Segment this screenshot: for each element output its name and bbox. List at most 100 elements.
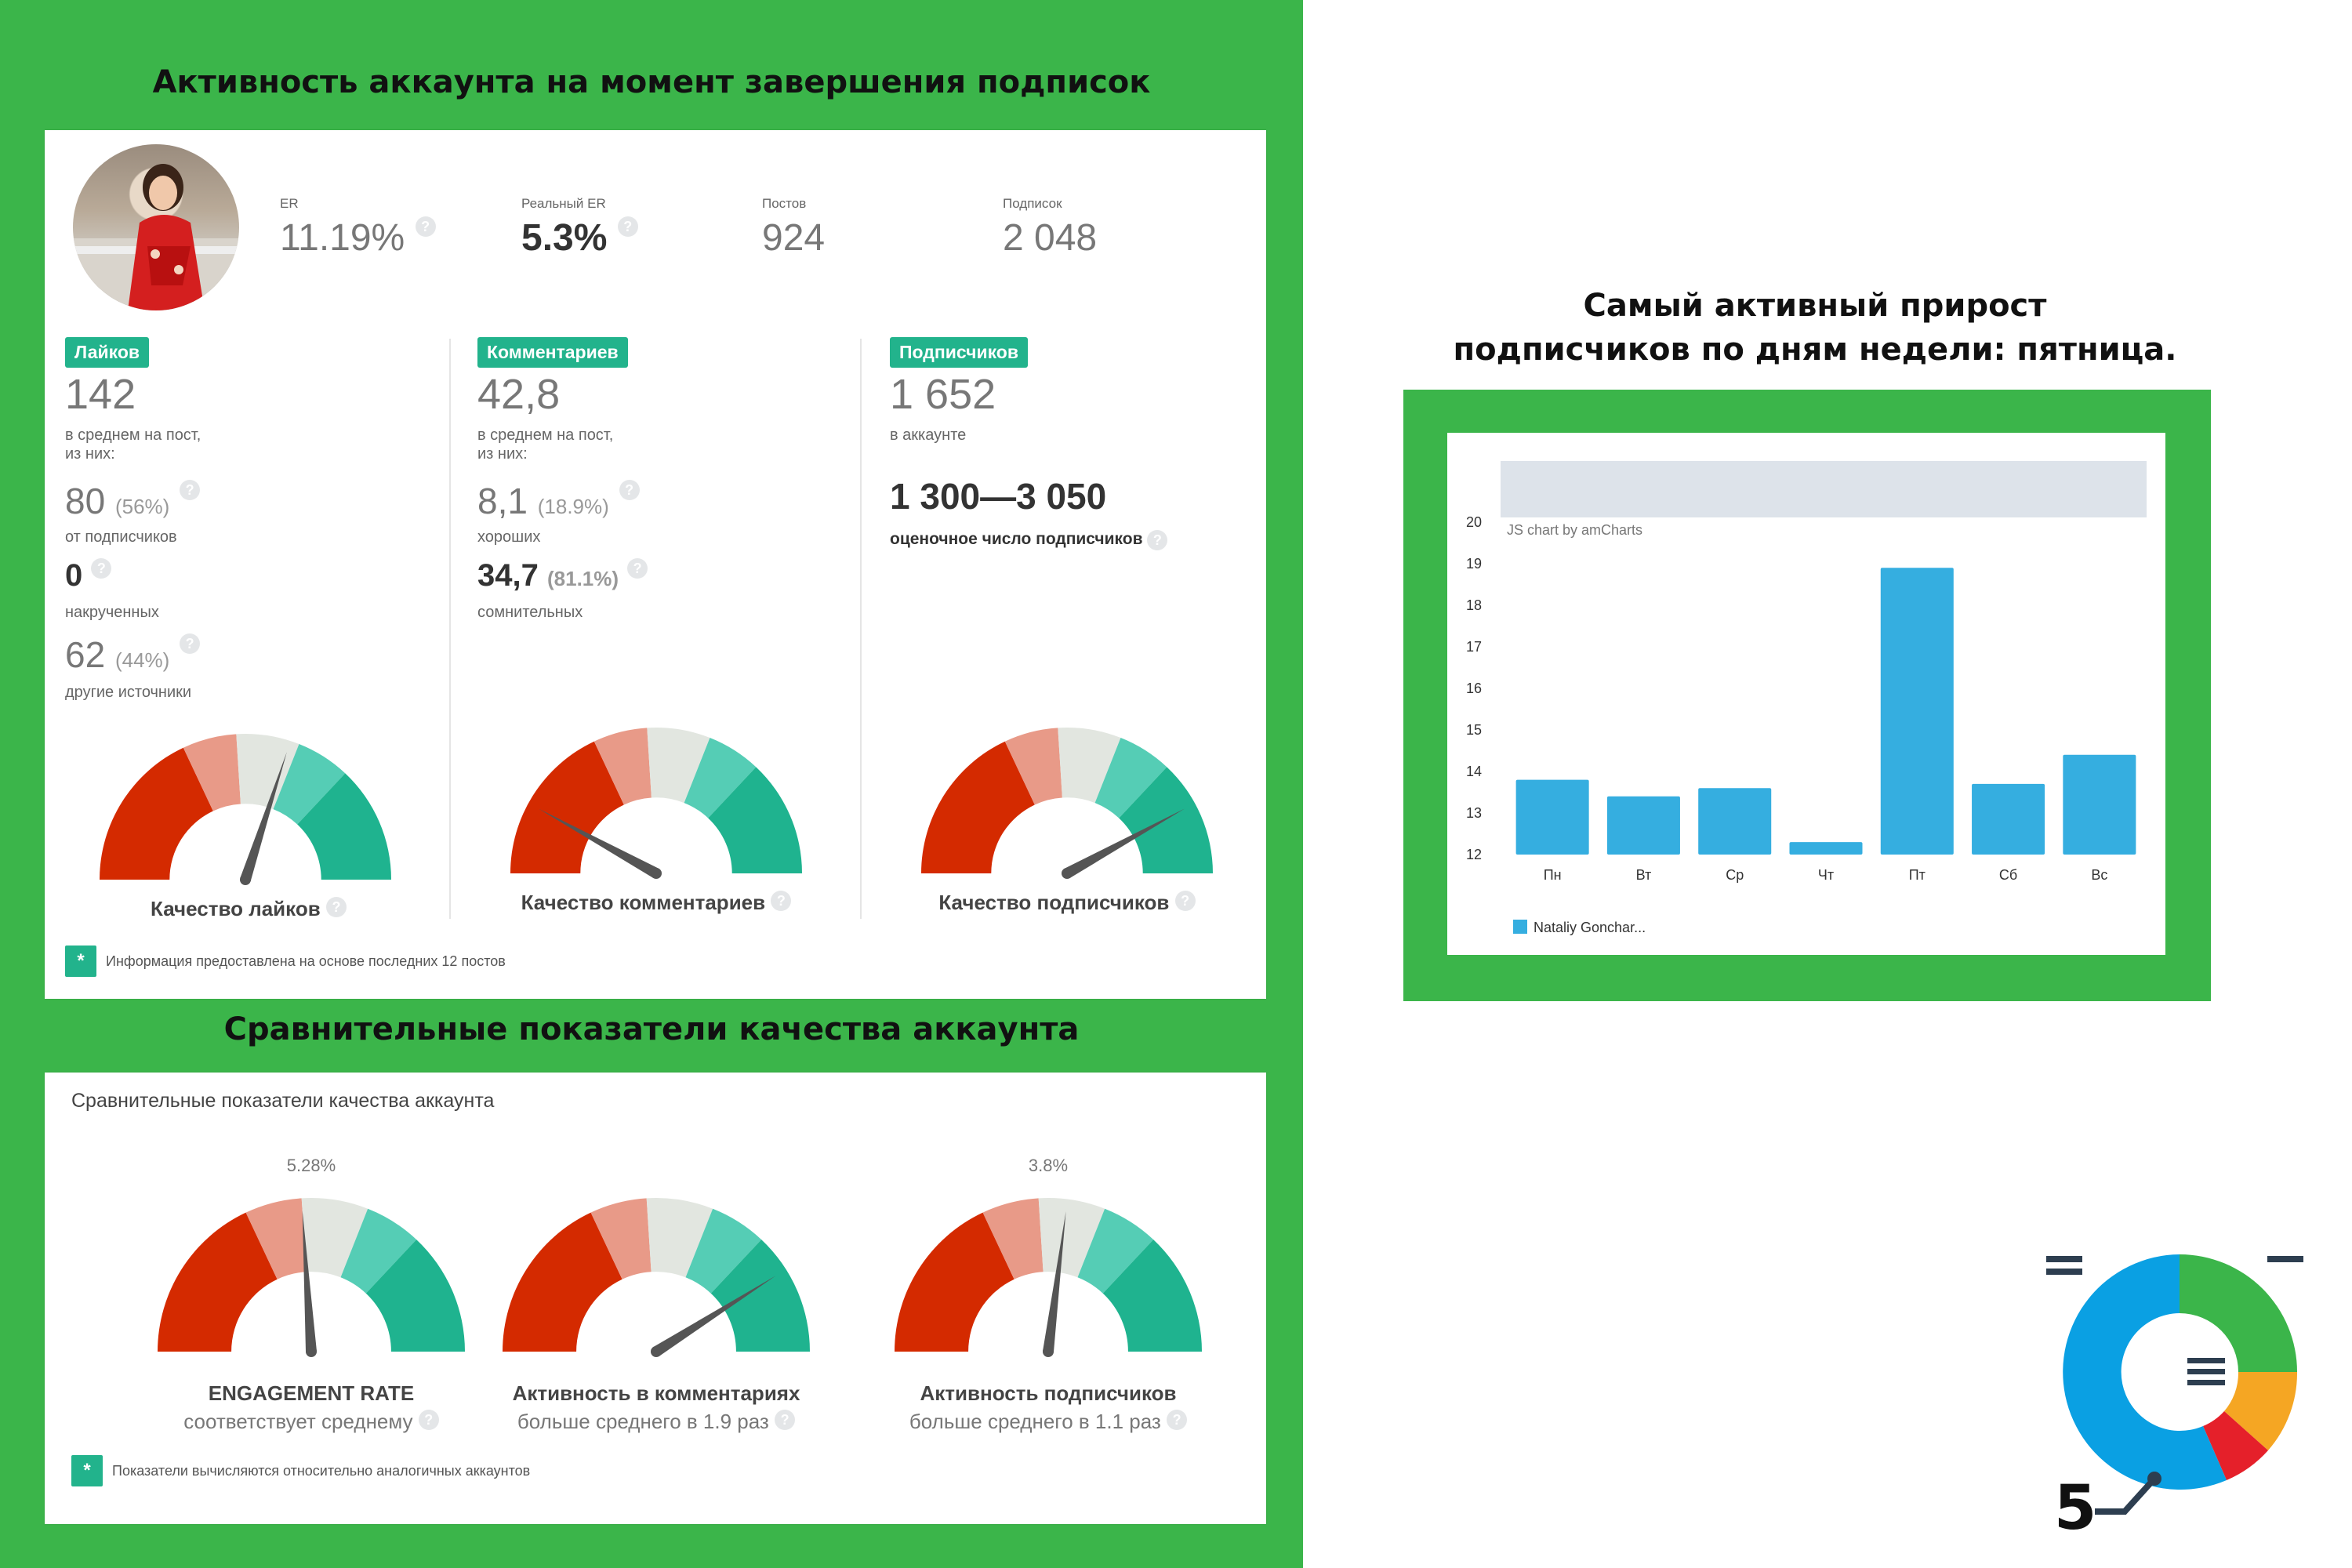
comments-quality-gauge xyxy=(510,728,802,879)
gauge-segment xyxy=(183,734,241,811)
gauge-segment xyxy=(895,1212,1014,1352)
comparison-card: Сравнительные показатели качества аккаун… xyxy=(45,1073,1266,1524)
y-tick-label: 13 xyxy=(1466,805,1482,821)
bar[interactable] xyxy=(1789,842,1863,855)
brand-logo: 5 xyxy=(2046,1254,2303,1544)
legend-label[interactable]: Nataliy Gonchar... xyxy=(1534,920,1646,935)
y-tick-label: 20 xyxy=(1466,514,1482,530)
x-tick-label: Пн xyxy=(1544,867,1562,883)
note-text: Информация предоставлена на основе после… xyxy=(106,953,506,969)
gauge-segment xyxy=(301,1198,368,1278)
comments-doubtful-pct: (81.1%) xyxy=(546,567,619,590)
help-icon[interactable]: ? xyxy=(627,558,648,579)
comments-desc-1: в среднем на пост, xyxy=(477,426,614,444)
stat-following-label: Подписок xyxy=(1003,196,1062,211)
followers-badge: Подписчиков xyxy=(890,337,1028,368)
help-icon[interactable]: ? xyxy=(775,1410,796,1430)
weekday-growth-chart: JS chart by amCharts 12 13 14 15 16 17 18 19 20 Пн… xyxy=(1447,433,2165,955)
gauge-segment xyxy=(510,741,624,873)
comments-good: 8,1 (18.9%) ? xyxy=(477,480,640,522)
x-tick-label: Пт xyxy=(1909,867,1926,883)
y-tick-label: 14 xyxy=(1466,764,1482,779)
help-icon[interactable]: ? xyxy=(771,891,792,911)
er-compare-subtitle: соответствует среднему ? xyxy=(115,1410,507,1434)
column-divider xyxy=(449,339,451,919)
comments-good-label: хороших xyxy=(477,528,541,546)
gauge-segment xyxy=(245,1198,307,1279)
gauge-needle-hub xyxy=(1043,1346,1054,1357)
stat-following: Подписок 2 048 xyxy=(1003,196,1097,260)
legend-swatch xyxy=(1513,920,1527,934)
chart-credit[interactable]: JS chart by amCharts xyxy=(1507,522,1642,538)
gauge-segment xyxy=(921,741,1035,873)
gauge-needle xyxy=(240,752,287,882)
help-icon[interactable]: ? xyxy=(1147,530,1168,550)
comments-desc-2: из них: xyxy=(477,445,528,463)
help-icon[interactable]: ? xyxy=(617,216,638,237)
followers-desc: в аккаунте xyxy=(890,426,967,444)
bar[interactable] xyxy=(1880,568,1954,855)
comparison-card-title: Сравнительные показатели качества аккаун… xyxy=(71,1090,495,1112)
help-icon[interactable]: ? xyxy=(415,216,436,237)
help-icon[interactable]: ? xyxy=(1167,1410,1188,1430)
gauge-segment xyxy=(340,1208,417,1294)
gauge-needle-hub xyxy=(651,1346,662,1357)
stat-er-label: ER xyxy=(280,196,299,211)
gauge-segment xyxy=(684,738,757,818)
column-divider xyxy=(860,339,862,919)
gauge-segment xyxy=(273,744,346,825)
gauge-segment xyxy=(1094,738,1167,818)
bar[interactable] xyxy=(1972,783,2045,855)
likes-subscribers-value: 80 xyxy=(65,481,106,521)
y-tick-label: 15 xyxy=(1466,722,1482,738)
right-title: Самый активный прирост подписчиков по дн… xyxy=(1403,284,2227,372)
comparison-note: Показатели вычисляются относительно анал… xyxy=(112,1463,531,1479)
followers-top-value: 3.8% xyxy=(1028,1156,1069,1175)
comments-doubtful-label: сомнительных xyxy=(477,604,583,621)
er-compare-title: ENGAGEMENT RATE xyxy=(208,1381,415,1405)
comments-compare-subtitle: больше среднего в 1.9 раз ? xyxy=(460,1410,852,1434)
bar[interactable] xyxy=(2063,754,2136,855)
bar[interactable] xyxy=(1606,796,1680,855)
likes-desc-2: из них: xyxy=(65,445,115,463)
gauge-segment xyxy=(1102,1240,1202,1352)
help-icon[interactable]: ? xyxy=(180,480,201,500)
followers-compare-subtitle: больше среднего в 1.1 раз ? xyxy=(852,1410,1244,1434)
help-icon[interactable]: ? xyxy=(418,1410,439,1430)
bar[interactable] xyxy=(1698,788,1772,855)
help-icon[interactable]: ? xyxy=(1174,891,1196,911)
help-icon[interactable]: ? xyxy=(180,633,201,654)
followers-estimate: 1 300—3 050 xyxy=(890,476,1107,517)
likes-desc-1: в среднем на пост, xyxy=(65,426,201,444)
followers-compare-gauge xyxy=(895,1198,1202,1357)
gauge-needle xyxy=(539,808,659,879)
likes-other-value: 62 xyxy=(65,634,106,675)
followers-compare-title: Активность подписчиков xyxy=(920,1381,1177,1405)
help-icon[interactable]: ? xyxy=(325,897,347,917)
x-tick-label: Вс xyxy=(2091,867,2107,883)
gauge-segment xyxy=(710,1240,810,1352)
donut-logo-icon xyxy=(2046,1254,2303,1515)
likes-subscribers: 80 (56%) ? xyxy=(65,480,201,522)
note-asterisk-icon: * xyxy=(65,946,96,977)
avatar-illustration xyxy=(73,164,239,310)
likes-boosted-value: 0 xyxy=(65,558,83,593)
stat-er: ER 11.19% ? xyxy=(280,196,436,260)
likes-subscribers-label: от подписчиков xyxy=(65,528,177,546)
followers-value: 1 652 xyxy=(890,371,996,418)
gauge-segment xyxy=(236,734,299,810)
gauge-segment xyxy=(1119,767,1213,873)
section1-title: Активность аккаунта на момент завершения… xyxy=(152,64,1151,100)
stat-following-value: 2 048 xyxy=(1003,217,1098,259)
avatar[interactable] xyxy=(73,144,239,310)
gauge-segment xyxy=(1077,1208,1154,1294)
help-icon[interactable]: ? xyxy=(619,480,640,500)
x-tick-label: Вт xyxy=(1636,867,1652,883)
y-tick-label: 19 xyxy=(1466,556,1482,572)
help-icon[interactable]: ? xyxy=(91,558,112,579)
bar[interactable] xyxy=(1515,779,1589,855)
gauge-segment xyxy=(593,728,652,805)
gauge-segment xyxy=(158,1212,278,1352)
gauge-segment xyxy=(1058,728,1121,804)
gauge-segment xyxy=(100,747,213,880)
